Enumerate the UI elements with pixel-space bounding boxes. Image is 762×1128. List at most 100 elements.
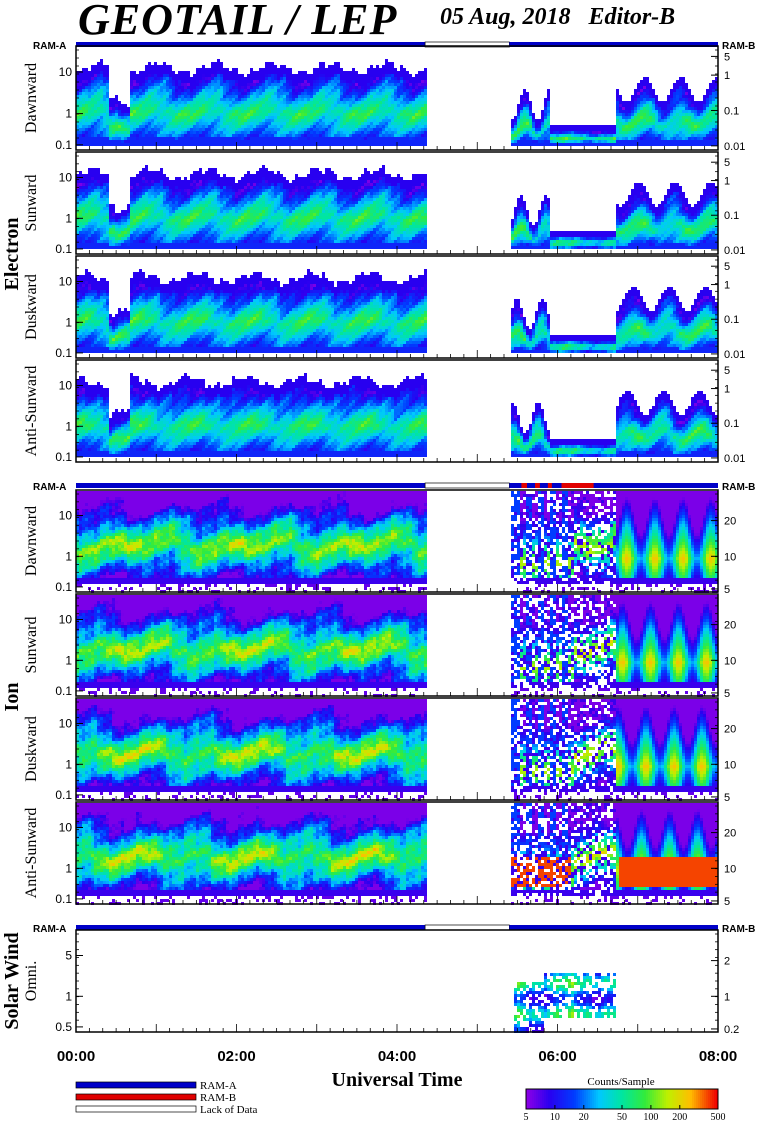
left-tick-label: 1 [65,653,72,667]
right-tick-label: 0.01 [724,245,745,257]
spectrogram-ion-anti-sunward [76,803,718,905]
status-label-left: RAM-A [33,924,66,935]
left-tick-label: 0.1 [55,580,72,594]
x-tick-label: 00:00 [57,1048,95,1065]
right-tick-label: 0.1 [724,314,739,326]
spectrogram-ion-duskward [76,699,718,801]
panel-frame: 10 1 0.1 5 1 0.1 0.01 Duskward [23,255,745,361]
colorbar-title: Counts/Sample [587,1076,654,1088]
right-tick-label: 20 [724,828,736,840]
left-tick-label: 0.1 [55,892,72,906]
colorbar-tick-label: 500 [711,1112,726,1123]
x-axis: 00:00 02:00 04:00 06:00 08:00 Universal Time [57,1048,737,1091]
left-tick-label: 0.1 [55,450,72,464]
left-tick-label: 10 [59,717,73,731]
panel-frame: 10 1 0.1 20 10 5 Dawnward [23,489,736,596]
panel-label: Duskward [23,716,40,782]
status-segment-ram-b [561,483,594,488]
right-tick-label: 1 [724,70,730,82]
colorbar: Counts/Sample 5 10 20 50 100 200 500 [524,1076,726,1123]
left-tick-label: 1 [65,107,72,121]
legend-swatch [75,1093,197,1101]
left-tick-label: 10 [59,65,73,79]
status-segment [509,483,718,488]
panel-label: Anti-Sunward [23,366,40,457]
left-tick-label: 10 [59,613,73,627]
legend-item-label: RAM-B [200,1092,236,1104]
left-tick-label: 1 [65,989,72,1003]
left-tick-label: 0.1 [55,242,72,256]
x-tick-label: 04:00 [378,1048,416,1065]
x-tick-label: 06:00 [538,1048,576,1065]
legend-swatch [75,1105,197,1113]
right-tick-label: 0.2 [724,1024,739,1036]
status-segment-ram-b [521,483,528,488]
right-tick-label: 0.01 [724,453,745,465]
panel-label: Dawnward [23,506,40,576]
colorbar-tick-label: 50 [617,1112,627,1123]
panel-frame: 10 1 0.1 20 10 5 Sunward [23,593,736,700]
status-label-left: RAM-A [33,482,66,493]
left-tick-label: 1 [65,211,72,225]
group-label-electron: Electron [1,218,23,291]
right-tick-label: 1 [724,280,730,292]
right-tick-label: 0.01 [724,141,745,153]
left-tick-label: 10 [59,821,73,835]
left-tick-label: 10 [59,275,73,289]
left-tick-label: 0.1 [55,684,72,698]
panel-border [75,929,719,1033]
legend-item-label: Lack of Data [200,1104,258,1116]
right-tick-label: 5 [724,365,730,377]
status-segment [509,42,718,47]
right-tick-label: 0.1 [724,105,739,117]
status-segment-ram-b [547,483,552,488]
right-tick-label: 10 [724,759,736,771]
left-tick-label: 1 [65,419,72,433]
left-tick-label: 1 [65,757,72,771]
right-tick-label: 0.1 [724,418,739,430]
panel-label: Sunward [23,617,40,674]
spectrogram-ion-dawnward [76,491,718,593]
spectrogram-electron-dawnward [76,59,718,146]
status-bar-1: RAM-A RAM-B [33,41,755,52]
figure-title: GEOTAIL / LEP [78,0,397,45]
status-segment [424,41,510,48]
colorbar-tick-label: 5 [524,1112,529,1123]
right-tick-label: 10 [724,551,736,563]
colorbar-tick-label: 100 [643,1112,658,1123]
x-axis-label: Universal Time [332,1069,463,1091]
panel-frame: 10 1 0.1 5 1 0.1 0.01 Anti-Sunward [23,359,745,465]
panel-frame: 10 1 0.1 5 1 0.1 0.01 Sunward [23,151,745,257]
status-segment [76,925,426,930]
right-tick-label: 20 [724,620,736,632]
left-tick-label: 1 [65,549,72,563]
colorbar-tick-label: 10 [550,1112,560,1123]
status-segment [424,482,510,489]
spectrogram-electron-anti-sunward [76,373,718,457]
colorbar-tick-label: 20 [579,1112,589,1123]
date-text: 05 Aug, 2018 [440,4,570,30]
legend-item-label: RAM-A [200,1080,237,1092]
right-tick-label: 5 [724,261,730,273]
right-tick-label: 5 [724,584,730,596]
status-segment [76,42,426,47]
left-tick-label: 0.5 [55,1020,72,1034]
spectrogram-ion-sunward [76,595,718,697]
left-tick-label: 1 [65,861,72,875]
spectrogram-electron-sunward [76,165,718,249]
legend-swatch [75,1081,197,1089]
panel-frame: 10 1 0.1 20 10 5 Anti-Sunward [23,801,736,908]
panel-frame: 5 1 0.5 2 1 0.2 Omni. [23,929,739,1036]
figure-date: 05 Aug, 2018 Editor-B [440,4,675,31]
status-label-left: RAM-A [33,41,66,52]
x-tick-label: 02:00 [217,1048,255,1065]
left-tick-label: 1 [65,315,72,329]
right-tick-label: 5 [724,896,730,908]
right-tick-label: 5 [724,51,730,63]
status-bar-2: RAM-A RAM-B [33,482,755,493]
editor-text: Editor-B [588,4,675,30]
status-label-right: RAM-B [722,482,755,493]
x-tick-label: 08:00 [699,1048,737,1065]
panel-label: Omni. [23,961,40,1001]
